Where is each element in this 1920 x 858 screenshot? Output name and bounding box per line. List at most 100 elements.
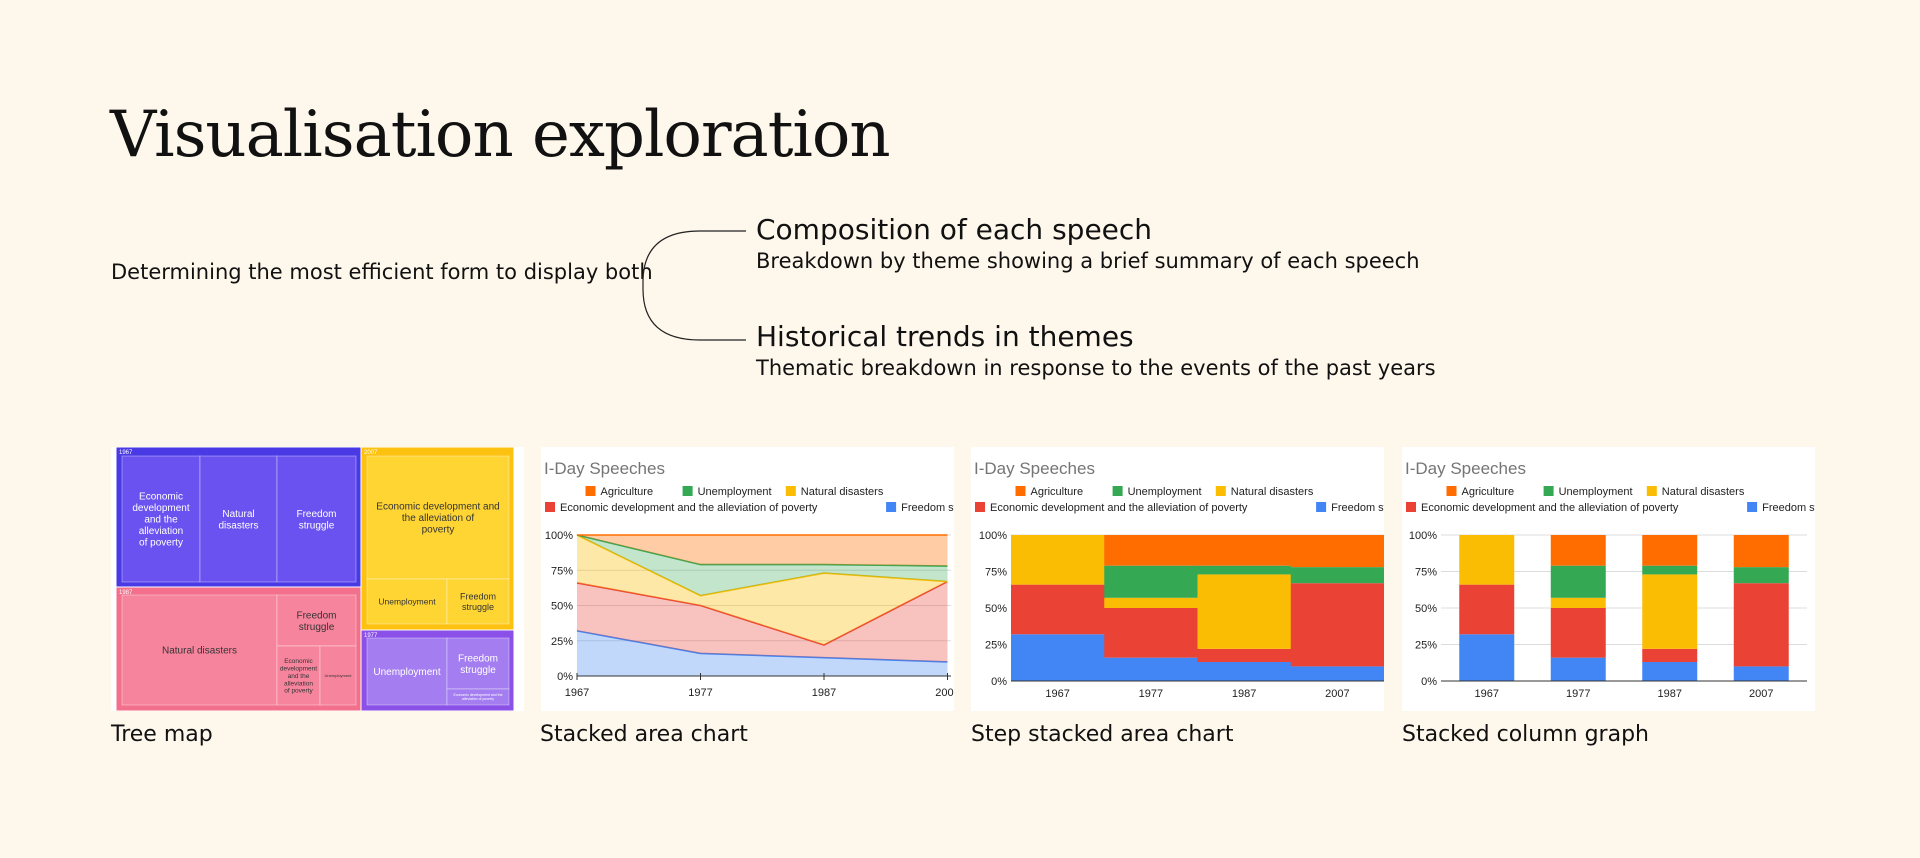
treemap-cell-unemployment <box>366 578 448 625</box>
legend-label-economic: Economic development and the alleviation… <box>990 502 1248 514</box>
treemap-cell-economic <box>446 688 510 706</box>
step-segment-freedom <box>1290 666 1384 681</box>
treemap-cell-label: Unemployment <box>378 596 436 606</box>
y-tick-label: 50% <box>985 603 1007 615</box>
step-segment-unemployment <box>1197 565 1292 575</box>
treemap-cell-label: Freedom struggle <box>458 653 498 676</box>
y-tick-label: 25% <box>1415 640 1437 652</box>
branch-subheading: Thematic breakdown in response to the ev… <box>756 356 1436 380</box>
step-segment-unemployment <box>1290 567 1384 584</box>
treemap-cell-economic <box>276 645 321 706</box>
y-tick-label: 50% <box>551 601 573 613</box>
x-tick-label: 1987 <box>812 687 836 699</box>
step-segment-agriculture <box>1290 535 1384 568</box>
page-title: Visualisation exploration <box>110 98 891 172</box>
column-segment-economic <box>1642 648 1698 663</box>
treemap-cell-label: Natural disasters <box>162 646 237 657</box>
step-segment-natural_disasters <box>1104 597 1198 608</box>
x-tick-label: 1967 <box>1475 688 1499 700</box>
branch-heading: Historical trends in themes <box>756 320 1134 353</box>
step-segment-natural_disasters <box>1197 574 1292 649</box>
treemap-cell-label: Unemployment <box>373 667 440 678</box>
area-line-natural_disasters <box>576 534 948 597</box>
legend-swatch-freedom <box>886 502 897 512</box>
column-segment-economic <box>1733 583 1789 667</box>
legend-label-unemployment: Unemployment <box>1128 486 1202 498</box>
treemap-thumbnail: 1967 Economic development and the alleviatio… <box>111 447 524 711</box>
x-tick-label: 1967 <box>1045 688 1069 700</box>
column-segment-economic <box>1459 584 1515 635</box>
treemap-group-label: 1977 <box>364 633 378 639</box>
caption-step-area: Step stacked area chart <box>971 722 1234 747</box>
x-tick-label: 2007 <box>1749 688 1773 700</box>
y-tick-label: 0% <box>1421 676 1437 688</box>
legend-swatch-unemployment <box>682 486 693 496</box>
legend-label-agriculture: Agriculture <box>1031 486 1084 498</box>
legend-label-unemployment: Unemployment <box>698 486 772 498</box>
column-segment-economic <box>1550 608 1606 658</box>
branch-composition: Composition of each speech Breakdown by … <box>756 213 1420 275</box>
stacked-column-chart: I-Day Speeches Agriculture Unemployment Nat… <box>1405 459 1815 700</box>
y-tick-label: 0% <box>991 676 1007 688</box>
y-tick-label: 50% <box>1415 603 1437 615</box>
y-tick-label: 100% <box>545 530 573 542</box>
legend-swatch-natural_disasters <box>1215 486 1226 496</box>
treemap-cell-unemployment <box>366 637 448 706</box>
legend-swatch-economic <box>545 502 555 512</box>
legend-swatch-freedom <box>1316 502 1327 512</box>
stacked-area-thumbnail: I-Day Speeches Agriculture Unemployment Nat… <box>541 447 954 711</box>
legend-swatch-freedom <box>1747 502 1758 512</box>
treemap-cell-economic <box>121 455 201 583</box>
x-tick-label: 1977 <box>1566 688 1590 700</box>
area-natural_disasters <box>577 535 948 645</box>
treemap-group-label: 1987 <box>119 590 133 596</box>
x-tick-label: 2007 <box>1325 688 1349 700</box>
legend-label-freedom: Freedom struggle <box>901 502 954 514</box>
treemap-cell-label: Freedom struggle <box>296 610 336 633</box>
legend-label-natural_disasters: Natural disasters <box>1662 486 1745 498</box>
column-segment-freedom <box>1642 662 1698 681</box>
column-segment-natural_disasters <box>1550 597 1606 608</box>
step-segment-economic <box>1197 648 1292 663</box>
y-tick-label: 75% <box>985 567 1007 579</box>
branch-subheading: Breakdown by theme showing a brief summa… <box>756 249 1420 273</box>
column-segment-agriculture <box>1733 535 1789 568</box>
treemap-cell-natural <box>121 594 278 706</box>
treemap-cell-label: Freedom struggle <box>460 591 496 611</box>
column-segment-unemployment <box>1733 567 1789 584</box>
area-line-unemployment <box>576 534 948 567</box>
step-segment-freedom <box>1197 662 1292 681</box>
column-segment-agriculture <box>1642 535 1698 566</box>
column-thumbnail: I-Day Speeches Agriculture Unemployment Nat… <box>1402 447 1815 711</box>
column-segment-freedom <box>1733 666 1789 681</box>
x-tick-label: 1977 <box>1139 688 1163 700</box>
legend-label-natural_disasters: Natural disasters <box>1231 486 1314 498</box>
caption-stacked-area: Stacked area chart <box>540 722 748 747</box>
legend-swatch-agriculture <box>585 486 596 496</box>
treemap-chart: 1967 Economic development and the alleviatio… <box>115 447 515 711</box>
treemap-cell-freedom <box>446 637 510 690</box>
x-tick-label: 1987 <box>1658 688 1682 700</box>
treemap-cell-label: Economic development and the alleviation … <box>453 693 502 701</box>
branch-trends: Historical trends in themes Thematic bre… <box>756 320 1436 382</box>
legend-label-economic: Economic development and the alleviation… <box>1421 502 1679 514</box>
area-agriculture <box>577 535 948 567</box>
column-segment-unemployment <box>1550 565 1606 598</box>
intro-text: Determining the most efficient form to d… <box>111 260 653 284</box>
legend-label-agriculture: Agriculture <box>601 486 654 498</box>
legend-swatch-agriculture <box>1015 486 1026 496</box>
treemap-cell-label: Economic development and the alleviation of … <box>280 658 317 695</box>
area-economic <box>577 581 948 662</box>
legend-swatch-unemployment <box>1543 486 1554 496</box>
x-tick-label: 1987 <box>1232 688 1256 700</box>
step-segment-agriculture <box>1197 535 1292 566</box>
branch-heading: Composition of each speech <box>756 213 1153 246</box>
column-segment-freedom <box>1459 634 1515 681</box>
column-segment-unemployment <box>1642 565 1698 575</box>
step-segment-economic <box>1290 583 1384 667</box>
x-tick-label: 1967 <box>565 687 589 699</box>
stacked-area-chart: I-Day Speeches Agriculture Unemployment Nat… <box>544 459 954 699</box>
caption-tree-map: Tree map <box>111 722 213 747</box>
step-segment-agriculture <box>1104 535 1198 566</box>
treemap-cell-economic <box>366 455 510 580</box>
